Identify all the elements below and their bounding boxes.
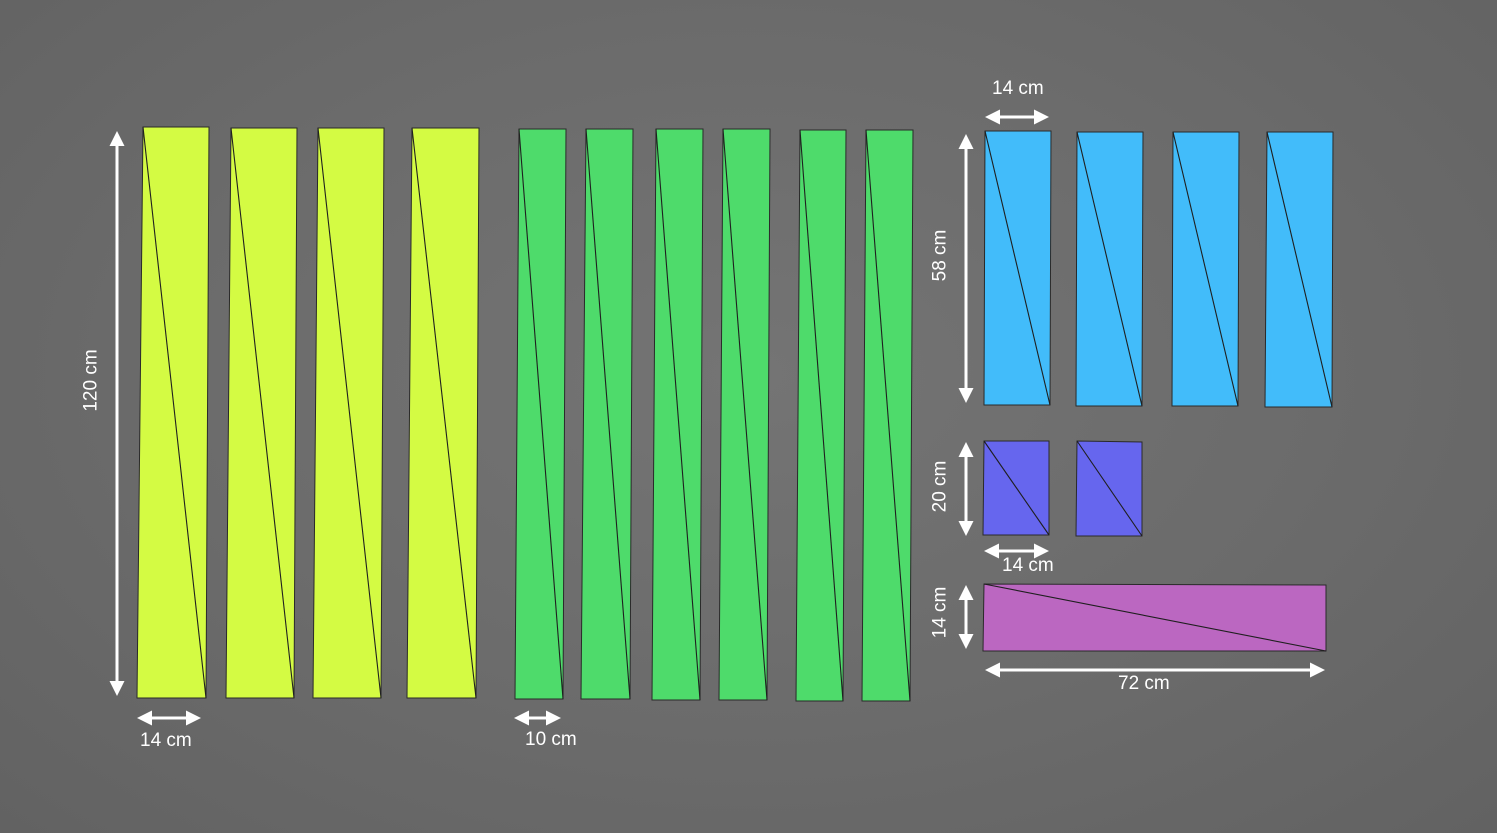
green-board-3-diagonal	[655, 128, 701, 701]
purple-board	[982, 583, 1327, 652]
blue-width-label: 14 cm	[992, 78, 1044, 99]
yellow-board-2-face	[225, 127, 298, 699]
green-board-1-diagonal	[518, 128, 564, 700]
blue-height-label: 58 cm	[929, 229, 951, 282]
blue-board-4	[1264, 131, 1334, 408]
blue-board-1-diagonal	[984, 130, 1051, 406]
yellow-board-2	[225, 127, 298, 699]
blue-board-1	[983, 130, 1052, 406]
indigo-width-label: 14 cm	[1002, 555, 1054, 576]
blue-board-4-diagonal	[1266, 131, 1333, 408]
green-board-6-diagonal	[865, 129, 911, 702]
yellow-board-3-face	[312, 127, 385, 699]
yellow-height-label: 120 cm	[80, 349, 102, 412]
green-width-label: 10 cm	[525, 729, 577, 750]
purple-width-label: 72 cm	[1118, 673, 1170, 694]
green-board-4	[718, 128, 771, 701]
green-board-4-diagonal	[722, 128, 768, 701]
purple-height-label: 14 cm	[929, 586, 951, 639]
blue-board-3-diagonal	[1172, 131, 1239, 407]
indigo-board-1-diagonal	[983, 440, 1050, 536]
green-board-1	[514, 128, 567, 700]
blue-board-3	[1171, 131, 1240, 407]
indigo-height-label: 20 cm	[929, 460, 951, 513]
indigo-board-1	[982, 440, 1050, 536]
yellow-board-3	[312, 127, 385, 699]
green-board-2	[580, 128, 634, 700]
blue-board-2	[1075, 131, 1144, 407]
yellow-board-1-diagonal	[142, 126, 207, 699]
yellow-board-1-face	[136, 126, 210, 699]
yellow-board-4	[406, 127, 480, 699]
green-board-5-diagonal	[799, 129, 844, 702]
yellow-width-label: 14 cm	[140, 730, 192, 751]
blue-board-2-diagonal	[1076, 131, 1143, 407]
yellow-board-4-face	[406, 127, 480, 699]
green-board-3	[651, 128, 704, 701]
yellow-board-1	[136, 126, 210, 699]
green-board-2-face	[580, 128, 634, 700]
purple-board-diagonal	[983, 583, 1327, 652]
indigo-board-2	[1075, 440, 1143, 537]
yellow-board-4-diagonal	[411, 127, 477, 699]
green-board-5	[795, 129, 847, 702]
green-board-6	[861, 129, 914, 702]
yellow-board-2-diagonal	[230, 127, 295, 699]
yellow-board-3-diagonal	[317, 127, 382, 699]
indigo-board-2-diagonal	[1076, 440, 1143, 537]
green-board-2-diagonal	[585, 128, 631, 700]
